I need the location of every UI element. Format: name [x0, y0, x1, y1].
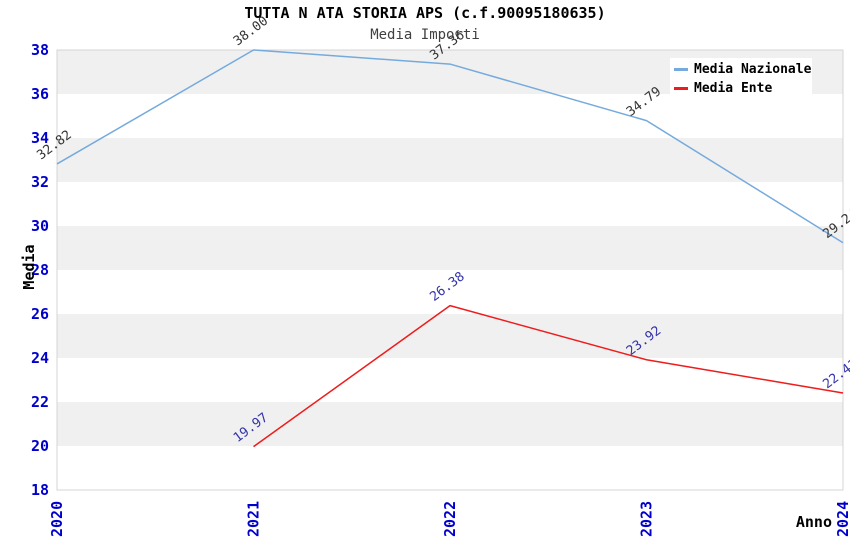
- legend-label-media-ente: Media Ente: [694, 81, 773, 96]
- svg-text:2020: 2020: [48, 501, 66, 537]
- svg-text:28: 28: [31, 261, 49, 279]
- svg-text:34: 34: [31, 129, 49, 147]
- svg-text:24: 24: [31, 349, 49, 367]
- legend-item-media-ente: Media Ente: [674, 79, 812, 98]
- svg-text:2021: 2021: [245, 501, 263, 537]
- svg-text:2022: 2022: [441, 501, 459, 537]
- svg-text:30: 30: [31, 217, 49, 235]
- legend-item-media-nazionale: Media Nazionale: [674, 60, 812, 79]
- media-ente-line-swatch: [674, 87, 688, 90]
- chart-title: TUTTA N ATA STORIA APS (c.f.90095180635): [244, 4, 606, 22]
- svg-text:26: 26: [31, 305, 49, 323]
- svg-text:2023: 2023: [638, 501, 656, 537]
- svg-text:20: 20: [31, 437, 49, 455]
- legend: Media Nazionale Media Ente: [670, 58, 812, 100]
- svg-text:38: 38: [31, 41, 49, 59]
- svg-text:18: 18: [31, 481, 49, 499]
- svg-text:32: 32: [31, 173, 49, 191]
- svg-text:22: 22: [31, 393, 49, 411]
- legend-label-media-nazionale: Media Nazionale: [694, 62, 812, 77]
- chart-subtitle: Media Importi: [370, 27, 480, 43]
- x-axis-title: Anno: [795, 513, 832, 531]
- y-axis-title: Media: [20, 244, 38, 290]
- svg-text:36: 36: [31, 85, 49, 103]
- media-nazionale-line-swatch: [674, 68, 688, 71]
- svg-text:2024: 2024: [834, 501, 850, 537]
